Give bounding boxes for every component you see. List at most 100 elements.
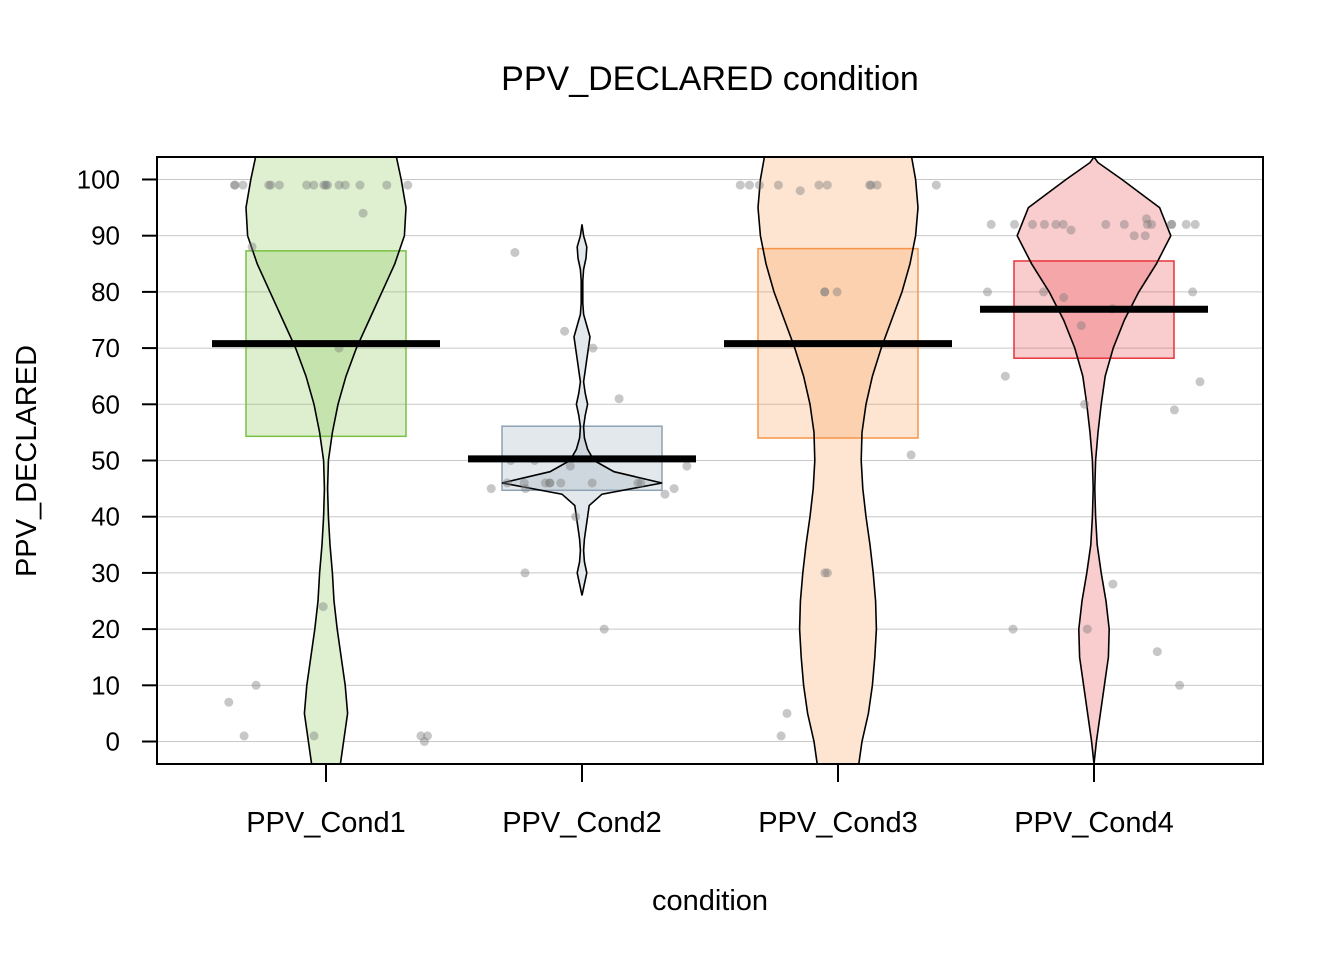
data-point xyxy=(588,343,598,353)
data-point xyxy=(274,180,284,190)
data-point xyxy=(866,180,876,190)
data-point xyxy=(776,731,786,741)
data-point xyxy=(1147,219,1157,229)
data-point xyxy=(266,180,276,190)
data-point xyxy=(587,478,597,488)
chart-title: PPV_DECLARED condition xyxy=(501,60,919,98)
data-point xyxy=(1039,219,1049,229)
bean-fill xyxy=(246,157,406,764)
data-point xyxy=(682,461,692,471)
data-point xyxy=(633,478,643,488)
bean-fill xyxy=(502,224,662,596)
data-point xyxy=(302,180,312,190)
data-point xyxy=(636,478,646,488)
data-point xyxy=(1108,579,1118,589)
bean-outline xyxy=(1016,157,1172,764)
x-axis-label: condition xyxy=(652,885,768,917)
data-point xyxy=(486,484,496,494)
data-point xyxy=(1167,219,1177,229)
data-point xyxy=(822,180,832,190)
data-point xyxy=(1188,287,1198,297)
bean-fill xyxy=(1017,157,1171,764)
x-tick-label: PPV_Cond2 xyxy=(502,807,662,839)
data-point xyxy=(1169,405,1179,415)
group-ppv-cond2 xyxy=(468,224,696,634)
axes: 0 10 20 30 40 50 60 70 80 90 100 PPV_Cond1 PPV_Cond2… xyxy=(77,156,1264,839)
data-point xyxy=(983,287,992,297)
data-point xyxy=(238,180,248,190)
data-point xyxy=(556,478,566,488)
data-point xyxy=(322,180,332,190)
data-point xyxy=(321,180,331,190)
plot-area xyxy=(212,157,1208,764)
data-point xyxy=(230,180,239,190)
data-point xyxy=(814,180,824,190)
data-point xyxy=(669,484,679,494)
data-point xyxy=(1142,219,1152,229)
group-ppv-cond4 xyxy=(980,157,1208,764)
data-point xyxy=(1119,219,1129,229)
data-point xyxy=(599,624,609,634)
data-point xyxy=(340,180,350,190)
data-point xyxy=(1195,377,1205,387)
y-tick-label: 50 xyxy=(91,446,120,476)
bean-outline xyxy=(757,157,919,764)
y-tick-label: 30 xyxy=(91,558,120,588)
data-point xyxy=(545,478,555,488)
data-point xyxy=(510,248,520,257)
data-point xyxy=(1101,219,1111,229)
data-point xyxy=(1051,219,1061,229)
data-point xyxy=(1181,219,1191,229)
x-tick-label: PPV_Cond3 xyxy=(758,807,918,839)
data-point xyxy=(1000,371,1010,381)
data-point xyxy=(358,208,368,218)
data-point xyxy=(560,326,570,336)
data-point xyxy=(309,731,319,741)
data-point xyxy=(416,731,426,741)
data-point xyxy=(614,394,624,404)
data-point xyxy=(1152,647,1162,657)
data-point xyxy=(264,180,274,190)
data-point xyxy=(382,180,392,190)
plot-frame xyxy=(156,156,1264,765)
y-axis-label: PPV_DECLARED xyxy=(11,345,43,577)
data-point xyxy=(319,180,329,190)
data-point xyxy=(1142,214,1151,224)
bean-fill xyxy=(758,157,918,764)
data-point xyxy=(660,489,670,499)
data-point xyxy=(309,180,319,190)
data-point xyxy=(931,180,941,190)
data-point xyxy=(1129,231,1139,241)
data-point xyxy=(822,568,832,578)
data-point xyxy=(986,219,996,229)
y-tick-label: 90 xyxy=(91,221,120,251)
data-point xyxy=(773,180,783,190)
data-point xyxy=(865,180,875,190)
data-point xyxy=(832,287,842,297)
y-tick-label: 100 xyxy=(77,164,120,194)
data-point xyxy=(820,568,830,578)
y-tick-label: 40 xyxy=(91,502,120,532)
data-point xyxy=(1175,680,1185,690)
group-ppv-cond1 xyxy=(212,157,440,764)
y-tick-label: 80 xyxy=(91,277,120,307)
data-point xyxy=(1059,293,1069,302)
bean-outline xyxy=(501,224,663,596)
data-point xyxy=(1166,219,1176,229)
data-point xyxy=(423,731,432,741)
data-point xyxy=(820,287,830,297)
data-point xyxy=(872,180,882,190)
y-tick-label: 70 xyxy=(91,333,120,363)
x-tick-label: PPV_Cond1 xyxy=(246,807,406,839)
data-point xyxy=(520,568,530,578)
data-point xyxy=(1076,321,1086,331)
data-point xyxy=(521,484,530,494)
data-point xyxy=(230,180,240,190)
data-point xyxy=(355,180,365,190)
data-point xyxy=(754,180,764,190)
data-point xyxy=(1140,231,1150,241)
data-point xyxy=(745,180,754,190)
data-point xyxy=(1066,225,1076,235)
x-tick-label: PPV_Cond4 xyxy=(1014,807,1174,839)
